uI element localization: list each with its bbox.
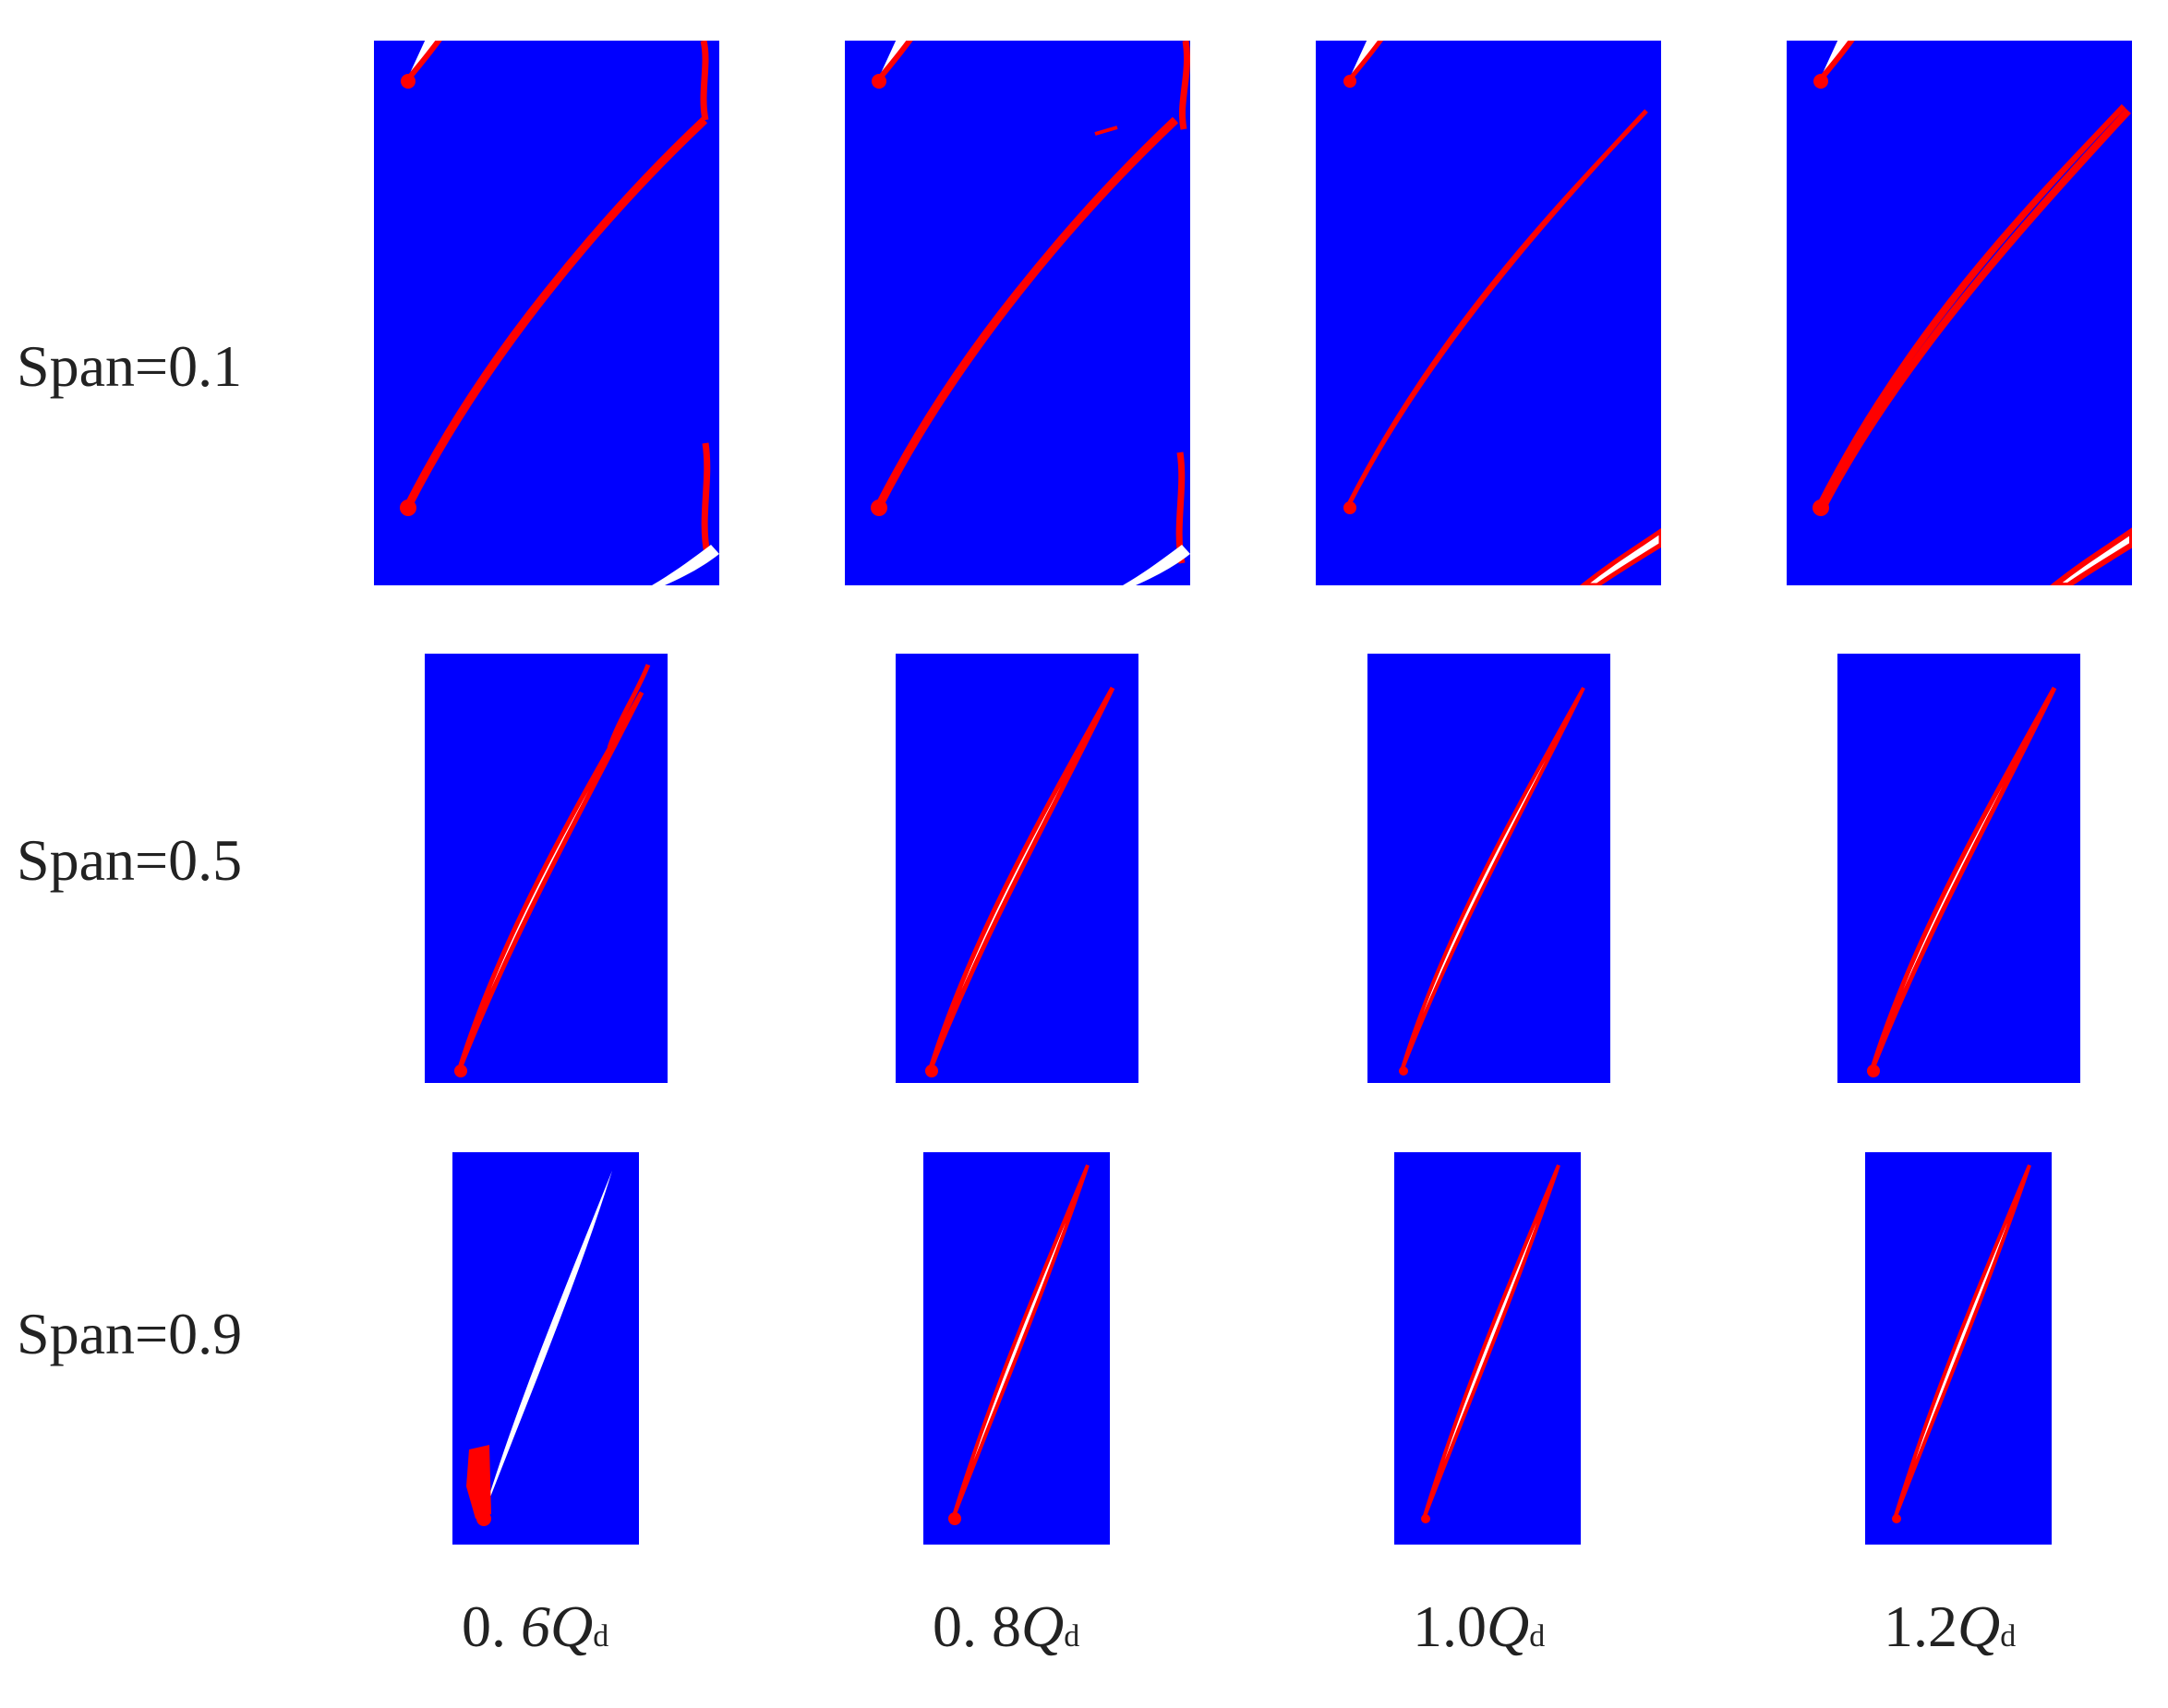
col-label-2-sub: d [1529,1619,1546,1654]
col-label-0-q: Q [550,1594,594,1659]
col-label-1-q: Q [1021,1594,1065,1659]
col-label-0-sub: d [593,1619,609,1654]
col-label-1-0Qd: 1.0Qd [1413,1593,1545,1661]
panel-span-0-9-1-2Qd [1865,1152,2052,1545]
col-label-0-prefix-italic: 6 [521,1594,550,1659]
col-label-0-6Qd: 0. 6Qd [462,1593,608,1661]
col-label-1-2Qd: 1.2Qd [1884,1593,2016,1661]
panel-span-0-5-1-0Qd [1367,654,1610,1083]
col-label-1-sub: d [1064,1619,1080,1654]
panel-span-0-5-1-2Qd [1837,654,2080,1083]
panel-span-0-1-0-6Qd [374,41,719,585]
col-label-1-prefix: 0. 8 [933,1594,1021,1659]
col-label-3-prefix: 1.2 [1884,1594,1957,1659]
panel-span-0-1-1-2Qd [1787,41,2132,585]
panel-span-0-1-1-0Qd [1316,41,1661,585]
panel-span-0-9-0-6Qd [452,1152,639,1545]
panel-span-0-9-1-0Qd [1394,1152,1581,1545]
row-label-span-0-1: Span=0.1 [17,333,243,399]
col-label-0-prefix: 0. [462,1594,521,1659]
row-label-span-0-9: Span=0.9 [17,1301,243,1366]
panel-span-0-9-0-8Qd [923,1152,1110,1545]
col-label-3-q: Q [1957,1594,2001,1659]
panel-grid [374,41,2132,1545]
col-label-2-q: Q [1487,1594,1530,1659]
col-label-2-prefix: 1.0 [1413,1594,1487,1659]
col-label-0-8Qd: 0. 8Qd [933,1593,1079,1661]
row-label-span-0-5: Span=0.5 [17,827,243,893]
panel-span-0-5-0-8Qd [896,654,1138,1083]
panel-span-0-5-0-6Qd [425,654,668,1083]
col-label-3-sub: d [2000,1619,2017,1654]
panel-span-0-1-0-8Qd [845,41,1190,585]
